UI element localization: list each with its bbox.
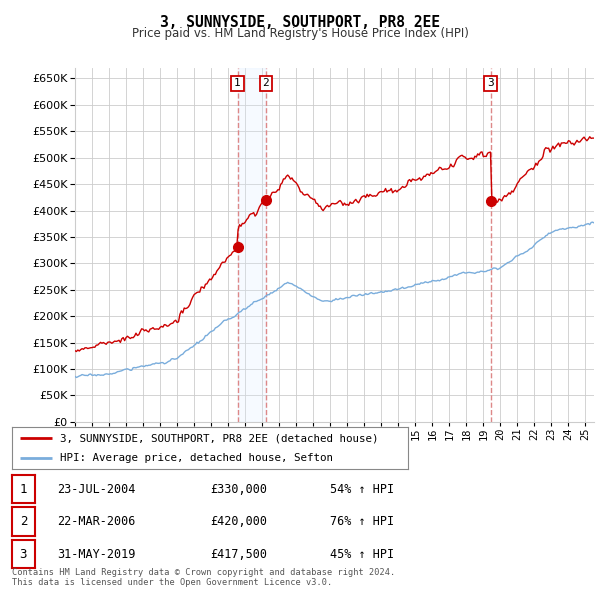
Text: £417,500: £417,500 xyxy=(210,548,267,560)
Text: Contains HM Land Registry data © Crown copyright and database right 2024.
This d: Contains HM Land Registry data © Crown c… xyxy=(12,568,395,587)
Text: Price paid vs. HM Land Registry's House Price Index (HPI): Price paid vs. HM Land Registry's House … xyxy=(131,27,469,40)
Text: 22-MAR-2006: 22-MAR-2006 xyxy=(57,515,136,528)
Text: HPI: Average price, detached house, Sefton: HPI: Average price, detached house, Seft… xyxy=(59,454,332,463)
Text: 1: 1 xyxy=(20,483,27,496)
Text: £330,000: £330,000 xyxy=(210,483,267,496)
Text: 1: 1 xyxy=(234,78,241,88)
Text: 45% ↑ HPI: 45% ↑ HPI xyxy=(330,548,394,560)
Text: 3, SUNNYSIDE, SOUTHPORT, PR8 2EE (detached house): 3, SUNNYSIDE, SOUTHPORT, PR8 2EE (detach… xyxy=(59,434,378,444)
Text: £420,000: £420,000 xyxy=(210,515,267,528)
Bar xyxy=(238,68,266,422)
Text: 31-MAY-2019: 31-MAY-2019 xyxy=(57,548,136,560)
Text: 54% ↑ HPI: 54% ↑ HPI xyxy=(330,483,394,496)
Text: 3, SUNNYSIDE, SOUTHPORT, PR8 2EE: 3, SUNNYSIDE, SOUTHPORT, PR8 2EE xyxy=(160,15,440,30)
Text: 3: 3 xyxy=(20,548,27,560)
Text: 3: 3 xyxy=(487,78,494,88)
Text: 2: 2 xyxy=(20,515,27,528)
Text: 2: 2 xyxy=(263,78,269,88)
Text: 76% ↑ HPI: 76% ↑ HPI xyxy=(330,515,394,528)
Text: 23-JUL-2004: 23-JUL-2004 xyxy=(57,483,136,496)
